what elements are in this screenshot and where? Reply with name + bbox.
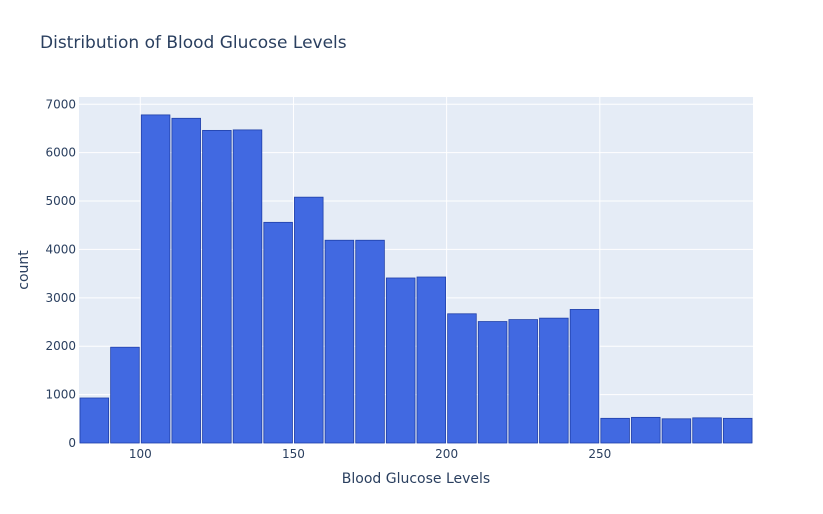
y-tick-label: 5000 [45, 194, 76, 208]
chart-title: Distribution of Blood Glucose Levels [40, 33, 347, 53]
x-axis-title: Blood Glucose Levels [342, 471, 490, 487]
histogram-bar[interactable] [202, 129, 232, 444]
histogram-bar[interactable] [661, 418, 692, 444]
histogram-bar[interactable] [79, 397, 110, 444]
histogram-bar[interactable] [324, 239, 355, 444]
histogram-bar[interactable] [171, 117, 201, 444]
histogram-bar[interactable] [631, 416, 661, 444]
histogram-bar[interactable] [447, 313, 477, 444]
bars [79, 114, 753, 444]
histogram-bar[interactable] [263, 221, 293, 444]
y-tick-label: 2000 [45, 339, 76, 353]
x-tick-label: 250 [588, 447, 611, 461]
histogram-bar[interactable] [692, 417, 722, 444]
x-tick-label: 200 [435, 447, 458, 461]
y-tick-label: 1000 [45, 388, 76, 402]
y-tick-label: 3000 [45, 291, 76, 305]
histogram-bar[interactable] [508, 319, 538, 444]
x-tick-label: 100 [129, 447, 152, 461]
histogram-bar[interactable] [539, 317, 569, 444]
histogram-bar[interactable] [477, 321, 508, 444]
x-tick-labels: 100 150 200 250 [129, 447, 611, 461]
y-axis-title: count [16, 250, 32, 290]
y-tick-labels: 0 1000 2000 3000 4000 5000 6000 7000 [45, 97, 76, 450]
histogram-bar[interactable] [600, 417, 630, 444]
histogram-bar[interactable] [569, 309, 600, 444]
histogram-bar[interactable] [140, 114, 171, 444]
histogram-bar[interactable] [294, 196, 324, 444]
histogram-bar[interactable] [722, 417, 753, 444]
y-tick-label: 0 [68, 436, 76, 450]
histogram-bar[interactable] [416, 276, 447, 444]
y-tick-label: 4000 [45, 242, 76, 256]
x-tick-label: 150 [282, 447, 305, 461]
histogram-bar[interactable] [385, 277, 416, 444]
y-tick-label: 6000 [45, 146, 76, 160]
y-tick-label: 7000 [45, 97, 76, 111]
histogram-bar[interactable] [110, 346, 140, 444]
histogram-bar[interactable] [355, 239, 385, 444]
histogram-bar[interactable] [232, 129, 263, 444]
